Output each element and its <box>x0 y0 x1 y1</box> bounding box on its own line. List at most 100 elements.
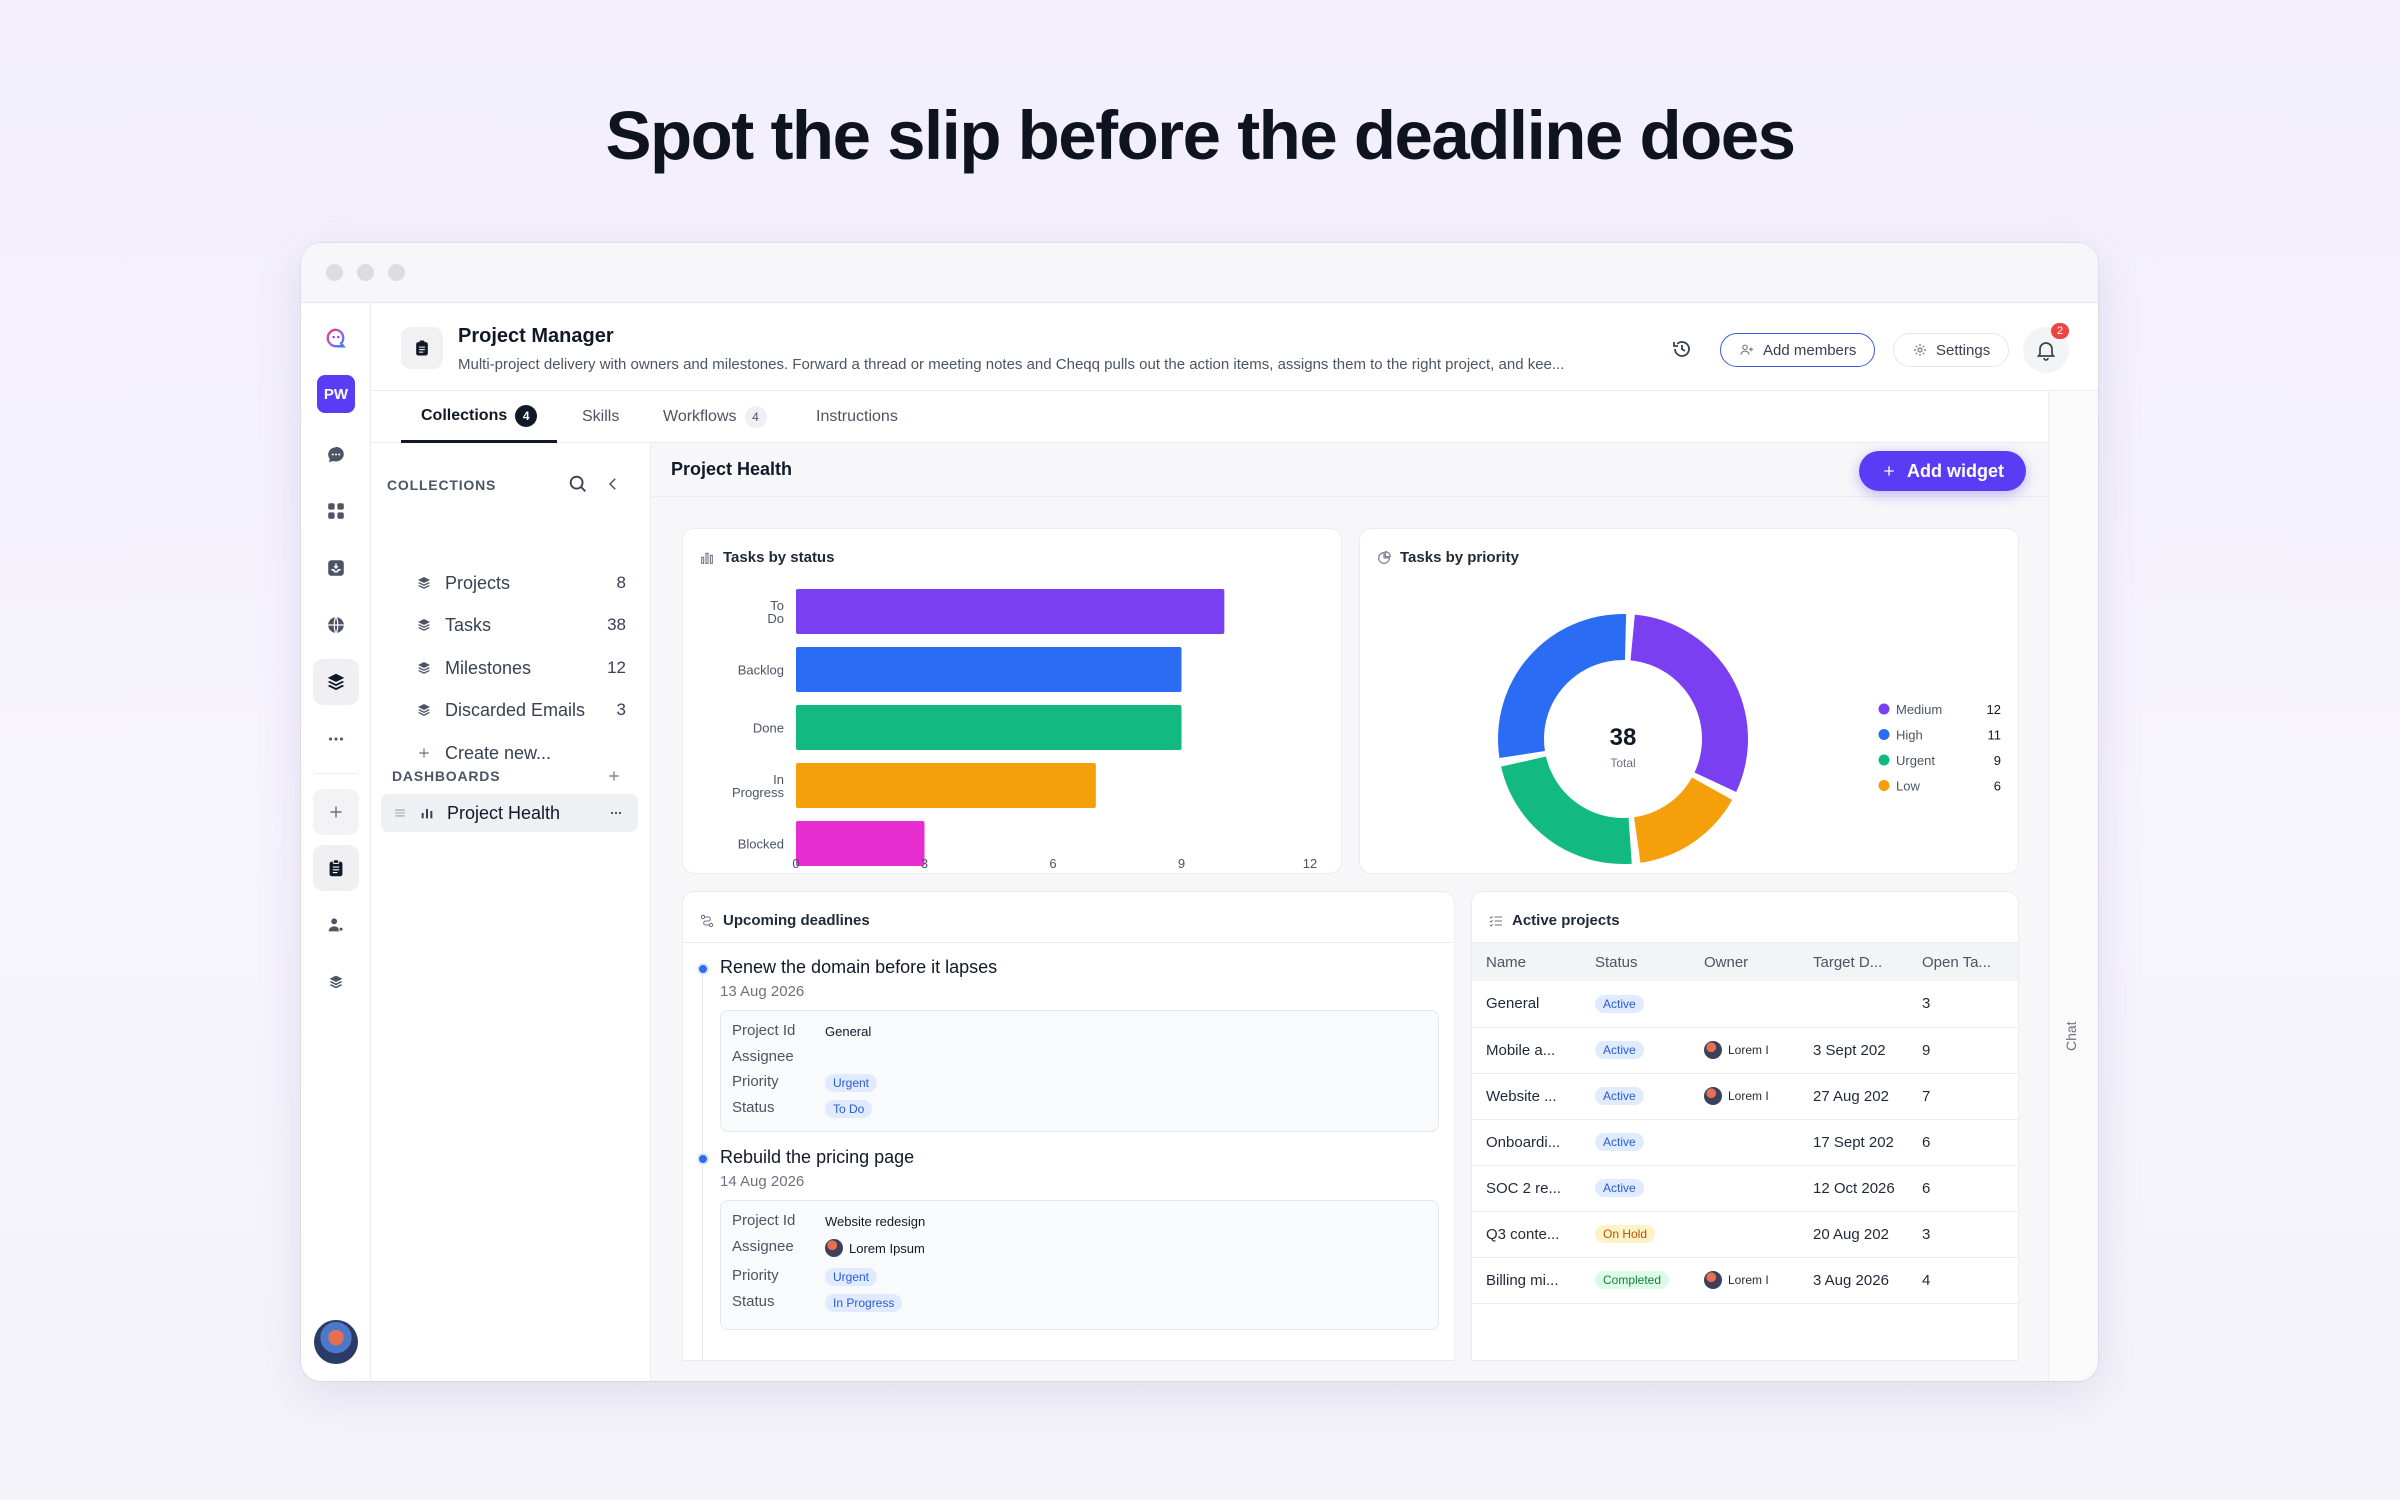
owner-cell: Lorem I <box>1690 1073 1799 1120</box>
column-header[interactable]: Target D... <box>1799 943 1908 981</box>
user-cog-icon[interactable] <box>313 902 359 948</box>
create-new-collection-button[interactable]: Create new... <box>416 739 626 767</box>
window-close-dot[interactable] <box>326 264 343 281</box>
column-header[interactable]: Open Ta... <box>1908 943 2018 981</box>
collection-item-milestones[interactable]: Milestones 12 <box>416 654 626 682</box>
collapse-chevron-left-icon[interactable] <box>604 475 622 493</box>
assignee-value: Lorem Ipsum <box>825 1239 925 1257</box>
search-icon[interactable] <box>567 473 589 495</box>
layers-stack-icon[interactable] <box>313 659 359 705</box>
table-row[interactable]: Onboardi... Active 17 Sept 202 6 <box>1472 1119 2018 1166</box>
owner-name: Lorem I <box>1728 1272 1769 1287</box>
user-avatar[interactable] <box>314 1320 358 1364</box>
collection-count: 3 <box>616 700 626 719</box>
table-row[interactable]: Billing mi... Completed Lorem I 3 Aug 2026 4 <box>1472 1257 2018 1304</box>
history-clock-icon[interactable] <box>1670 337 1696 363</box>
tick-label: 0 <box>792 856 799 871</box>
table-row[interactable]: General Active 3 <box>1472 981 2018 1028</box>
table-row[interactable]: Q3 conte... On Hold 20 Aug 202 3 <box>1472 1211 2018 1258</box>
tick-label: 12 <box>1303 856 1317 871</box>
bar[interactable] <box>796 647 1182 692</box>
project-name-cell: Website ... <box>1472 1073 1581 1120</box>
target-date-cell: 20 Aug 202 <box>1799 1211 1908 1258</box>
inbox-tray-icon[interactable] <box>313 545 359 591</box>
collection-label: Projects <box>445 572 511 593</box>
card-title: Active projects <box>1488 912 1620 929</box>
status-pill: Active <box>1595 1087 1644 1105</box>
add-members-button[interactable]: Add members <box>1720 333 1876 367</box>
bar-chart-icon <box>421 809 433 819</box>
owner-avatar <box>1704 1041 1722 1060</box>
donut-slice[interactable] <box>1501 756 1632 864</box>
collection-count: 38 <box>607 615 626 634</box>
bell-icon <box>2036 342 2056 361</box>
bar[interactable] <box>796 589 1225 634</box>
add-dashboard-plus-icon[interactable] <box>606 768 622 784</box>
deadline-date: 13 Aug 2026 <box>720 983 805 1000</box>
apps-grid-icon[interactable] <box>313 488 359 534</box>
field-label: Assignee <box>732 1048 794 1065</box>
donut-slice[interactable] <box>1634 777 1733 863</box>
tick-label: 6 <box>1049 856 1056 871</box>
column-header[interactable]: Owner <box>1690 943 1799 981</box>
gear-icon <box>1914 344 1926 356</box>
app-logo-icon[interactable] <box>313 315 359 361</box>
column-header[interactable]: Name <box>1472 943 1581 981</box>
dashboard-title: Project Health <box>671 459 793 479</box>
notifications-button[interactable]: 2 <box>2023 323 2069 373</box>
collection-item-projects[interactable]: Projects 8 <box>416 569 626 597</box>
window-maximize-dot[interactable] <box>388 264 405 281</box>
bar[interactable] <box>796 821 925 866</box>
add-plus-icon[interactable] <box>313 789 359 835</box>
tick-label: 9 <box>1178 856 1185 871</box>
globe-icon[interactable] <box>313 602 359 648</box>
more-horizontal-icon[interactable] <box>313 716 359 762</box>
collection-item-tasks[interactable]: Tasks 38 <box>416 611 626 639</box>
collection-item-discarded-emails[interactable]: Discarded Emails 3 <box>416 696 626 724</box>
legend-swatch <box>1878 729 1890 740</box>
card-title-label: Tasks by priority <box>1400 549 1519 566</box>
collection-count: 8 <box>616 573 626 592</box>
target-date-cell: 3 Sept 202 <box>1799 1027 1908 1074</box>
tab-instructions[interactable]: Instructions <box>816 391 898 443</box>
column-header[interactable]: Status <box>1581 943 1690 981</box>
open-tasks-cell: 3 <box>1908 1211 2018 1258</box>
add-widget-button[interactable]: Add widget <box>1859 451 2026 491</box>
workspace-avatar[interactable]: PW <box>317 375 355 413</box>
tab-workflows[interactable]: Workflows 4 <box>663 391 767 443</box>
dashboard-header: Project Health Add widget <box>651 443 2048 497</box>
layers-small-icon[interactable] <box>313 959 359 1005</box>
dashboard-item-project-health[interactable]: Project Health <box>381 794 638 832</box>
dashboard-label: Project Health <box>447 802 561 823</box>
open-tasks-cell: 9 <box>1908 1027 2018 1074</box>
bar[interactable] <box>796 763 1096 808</box>
status-pill: Completed <box>1595 1271 1670 1289</box>
table-row[interactable]: SOC 2 re... Active 12 Oct 2026 6 <box>1472 1165 2018 1212</box>
card-title-label: Tasks by status <box>723 549 835 566</box>
table-row[interactable]: Mobile a... Active Lorem I 3 Sept 202 9 <box>1472 1027 2018 1074</box>
chat-label: Chat <box>2063 1021 2079 1051</box>
tab-collections[interactable]: Collections 4 <box>401 391 558 443</box>
tab-skills[interactable]: Skills <box>582 391 619 443</box>
window-minimize-dot[interactable] <box>357 264 374 281</box>
bar[interactable] <box>796 705 1182 750</box>
donut-slice[interactable] <box>1498 614 1627 759</box>
status-pill: Active <box>1595 994 1644 1013</box>
collection-label: Discarded Emails <box>445 699 586 720</box>
chat-panel-rail[interactable]: Chat <box>2048 391 2098 1381</box>
field-label: Priority <box>732 1267 779 1284</box>
chat-bubble-icon[interactable] <box>313 432 359 478</box>
card-divider <box>683 942 1454 943</box>
project-name-cell: Mobile a... <box>1472 1027 1581 1074</box>
owner-avatar <box>1704 1087 1722 1106</box>
table-row[interactable]: Website ... Active Lorem I 27 Aug 202 7 <box>1472 1073 2018 1120</box>
clipboard-icon[interactable] <box>313 845 359 891</box>
more-options-icon[interactable] <box>608 805 624 821</box>
settings-button[interactable]: Settings <box>1893 333 2010 367</box>
deadline-details: Project Id Website redesign Assignee Lor… <box>720 1200 1439 1330</box>
drag-handle-icon[interactable] <box>393 806 407 820</box>
card-title: Tasks by status <box>699 549 834 566</box>
field-label: Project Id <box>732 1212 796 1229</box>
user-plus-icon <box>1740 344 1753 355</box>
donut-slice[interactable] <box>1630 614 1748 793</box>
